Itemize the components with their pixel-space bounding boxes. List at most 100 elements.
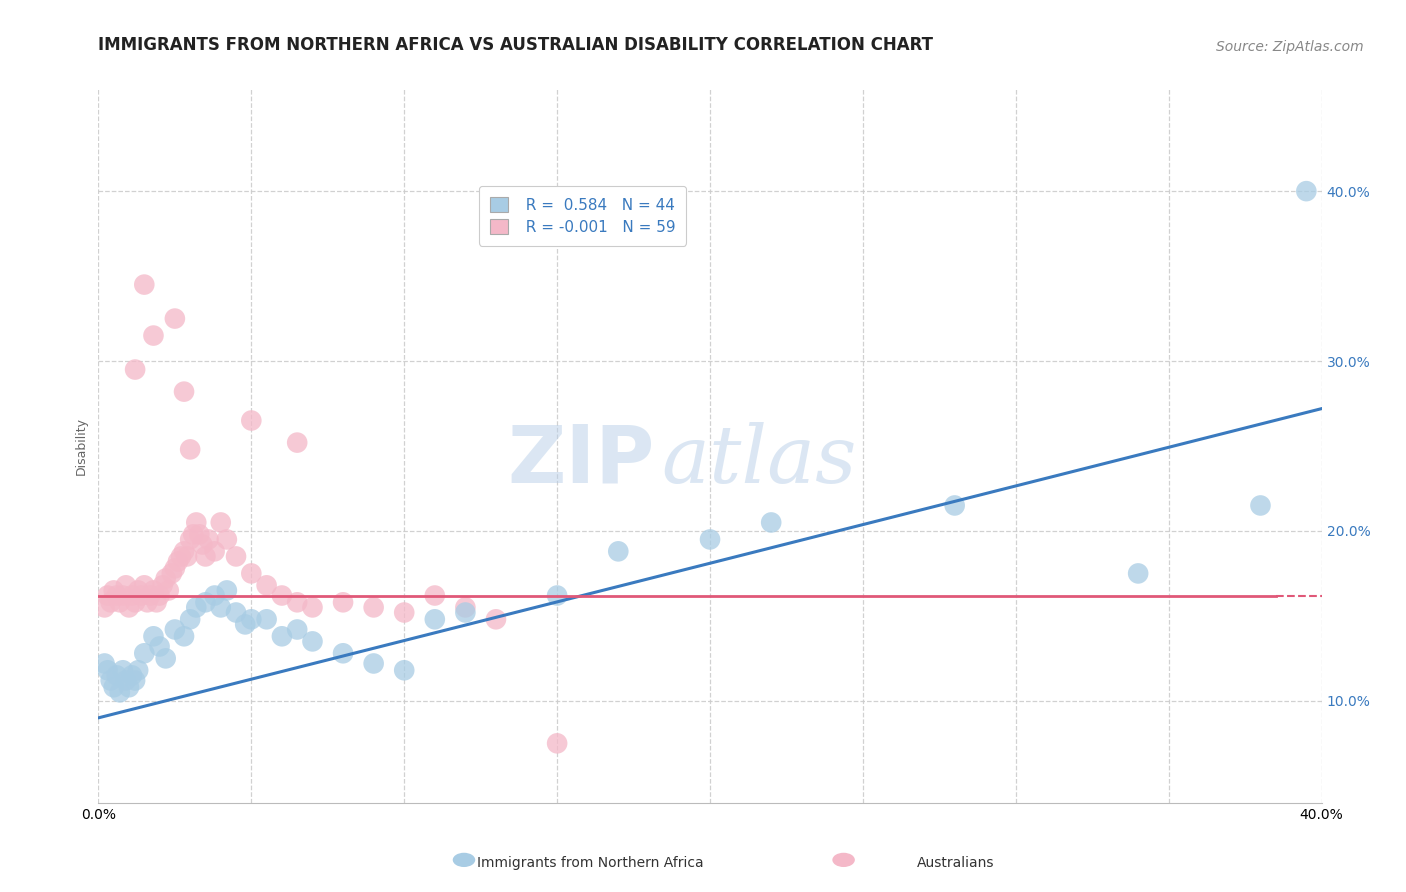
Point [225,549,247,564]
Point [105,668,128,682]
Point [256,612,278,626]
Point [301,634,323,648]
Point [173,544,195,558]
Point [256,578,278,592]
Point [142,328,165,343]
Point [454,600,477,615]
Point [285,595,308,609]
Point [454,606,477,620]
Text: ZIP: ZIP [508,421,655,500]
Point [186,600,208,615]
Point [115,673,138,688]
Point [145,595,167,609]
Point [157,583,180,598]
Point [285,435,308,450]
Point [121,589,143,603]
Point [142,629,165,643]
Point [301,600,323,615]
Point [129,589,152,603]
Point [215,583,238,598]
Point [485,612,508,626]
Point [100,595,122,609]
Point [142,583,165,598]
Point [124,673,146,688]
Point [134,277,156,292]
Point [233,617,256,632]
Point [127,583,149,598]
Point [155,651,177,665]
Point [392,663,416,677]
Point [240,566,263,581]
Point [1128,566,1150,581]
Point [149,589,172,603]
Point [121,668,143,682]
Point [607,544,630,558]
Point [186,516,208,530]
Text: IMMIGRANTS FROM NORTHERN AFRICA VS AUSTRALIAN DISABILITY CORRELATION CHART: IMMIGRANTS FROM NORTHERN AFRICA VS AUSTR… [98,36,934,54]
Point [240,413,263,427]
Legend:   R =  0.584   N = 44,   R = -0.001   N = 59: R = 0.584 N = 44, R = -0.001 N = 59 [479,186,686,245]
Point [332,646,354,660]
Point [181,527,204,541]
Text: atlas: atlas [661,422,856,499]
Point [163,561,186,575]
Point [270,629,292,643]
Point [160,566,183,581]
Point [173,384,195,399]
Text: Source: ZipAtlas.com: Source: ZipAtlas.com [1216,39,1364,54]
Text: Immigrants from Northern Africa: Immigrants from Northern Africa [477,855,704,870]
Point [197,533,219,547]
Point [124,362,146,376]
Point [943,499,966,513]
Point [179,533,201,547]
Point [124,595,146,609]
Point [100,673,122,688]
Point [204,589,226,603]
Point [546,736,568,750]
Point [423,589,446,603]
Point [139,589,162,603]
Point [759,516,782,530]
Point [1295,184,1317,198]
Point [152,578,174,592]
Point [105,589,128,603]
Point [108,595,131,609]
Point [111,663,134,677]
Point [170,549,193,564]
Point [163,623,186,637]
Text: Australians: Australians [917,855,995,870]
Point [699,533,721,547]
Point [285,623,308,637]
Point [118,600,141,615]
Point [1249,499,1271,513]
Point [163,311,186,326]
Point [270,589,292,603]
Point [179,612,201,626]
Point [173,629,195,643]
Point [103,680,125,694]
Point [108,685,131,699]
Point [332,595,354,609]
Point [209,516,232,530]
Point [423,612,446,626]
Point [111,589,134,603]
Point [103,583,125,598]
Point [194,549,217,564]
Point [191,537,214,551]
Point [155,572,177,586]
Point [93,657,115,671]
Y-axis label: Disability: Disability [75,417,87,475]
Point [97,663,120,677]
Point [240,612,263,626]
Point [363,600,385,615]
Point [225,606,247,620]
Point [209,600,232,615]
Point [179,442,201,457]
Point [392,606,416,620]
Point [136,595,159,609]
Point [546,589,568,603]
Point [167,555,190,569]
Point [97,589,120,603]
Point [118,680,141,694]
Point [134,646,156,660]
